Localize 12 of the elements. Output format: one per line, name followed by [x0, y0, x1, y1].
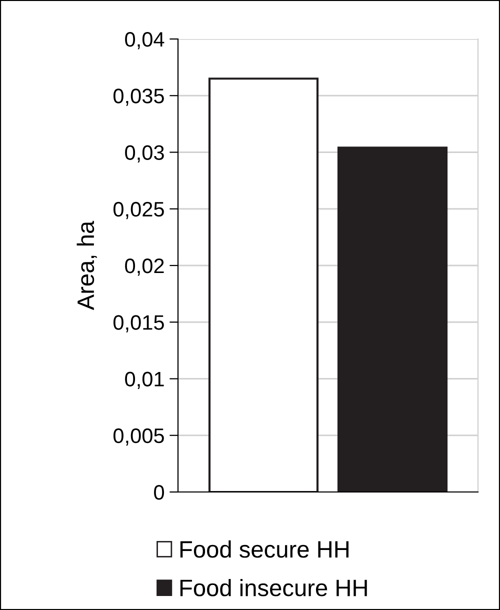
- y-tick-label: 0,015: [113, 315, 164, 332]
- legend-label: Food secure HH: [180, 540, 348, 558]
- y-tick-label: 0: [154, 485, 164, 500]
- y-tick-label: 0,04: [125, 32, 164, 50]
- y-tick-label: 0,035: [113, 88, 164, 106]
- y-tick-label: 0,025: [113, 202, 164, 220]
- y-tick-label: 0,005: [113, 428, 164, 446]
- y-axis-title: Area, ha: [76, 220, 97, 310]
- y-tick-label: 0,02: [125, 258, 164, 276]
- legend-label: Food insecure HH: [180, 578, 367, 596]
- y-tick-label: 0,01: [125, 372, 164, 389]
- y-tick-label: 0,03: [125, 145, 164, 162]
